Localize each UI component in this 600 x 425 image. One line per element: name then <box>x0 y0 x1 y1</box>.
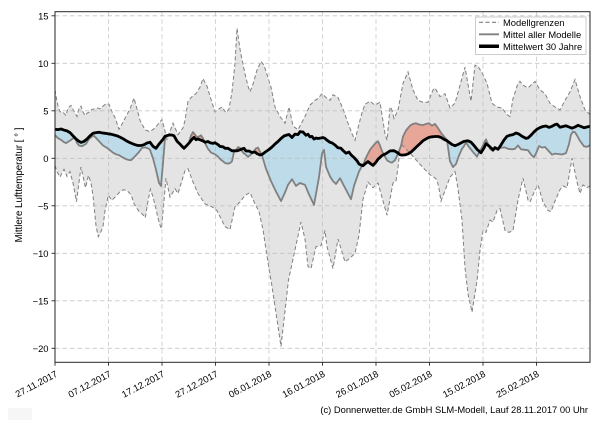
svg-text:15: 15 <box>38 10 48 21</box>
svg-text:0: 0 <box>43 153 48 164</box>
svg-text:Mittel aller Modelle: Mittel aller Modelle <box>503 29 581 40</box>
svg-text:10: 10 <box>38 58 48 69</box>
svg-text:Mittlere Lufttemperatur [ ° ]: Mittlere Lufttemperatur [ ° ] <box>14 128 25 243</box>
svg-text:−10: −10 <box>33 248 49 259</box>
svg-text:Mittelwert 30 Jahre: Mittelwert 30 Jahre <box>503 41 582 52</box>
svg-text:−20: −20 <box>33 343 49 354</box>
svg-text:(c) Donnerwetter.de GmbH SLM-M: (c) Donnerwetter.de GmbH SLM-Modell, Lau… <box>320 404 588 415</box>
svg-text:Modellgrenzen: Modellgrenzen <box>503 17 565 28</box>
svg-text:5: 5 <box>43 105 48 116</box>
svg-text:−15: −15 <box>33 295 49 306</box>
svg-text:−5: −5 <box>38 200 49 211</box>
